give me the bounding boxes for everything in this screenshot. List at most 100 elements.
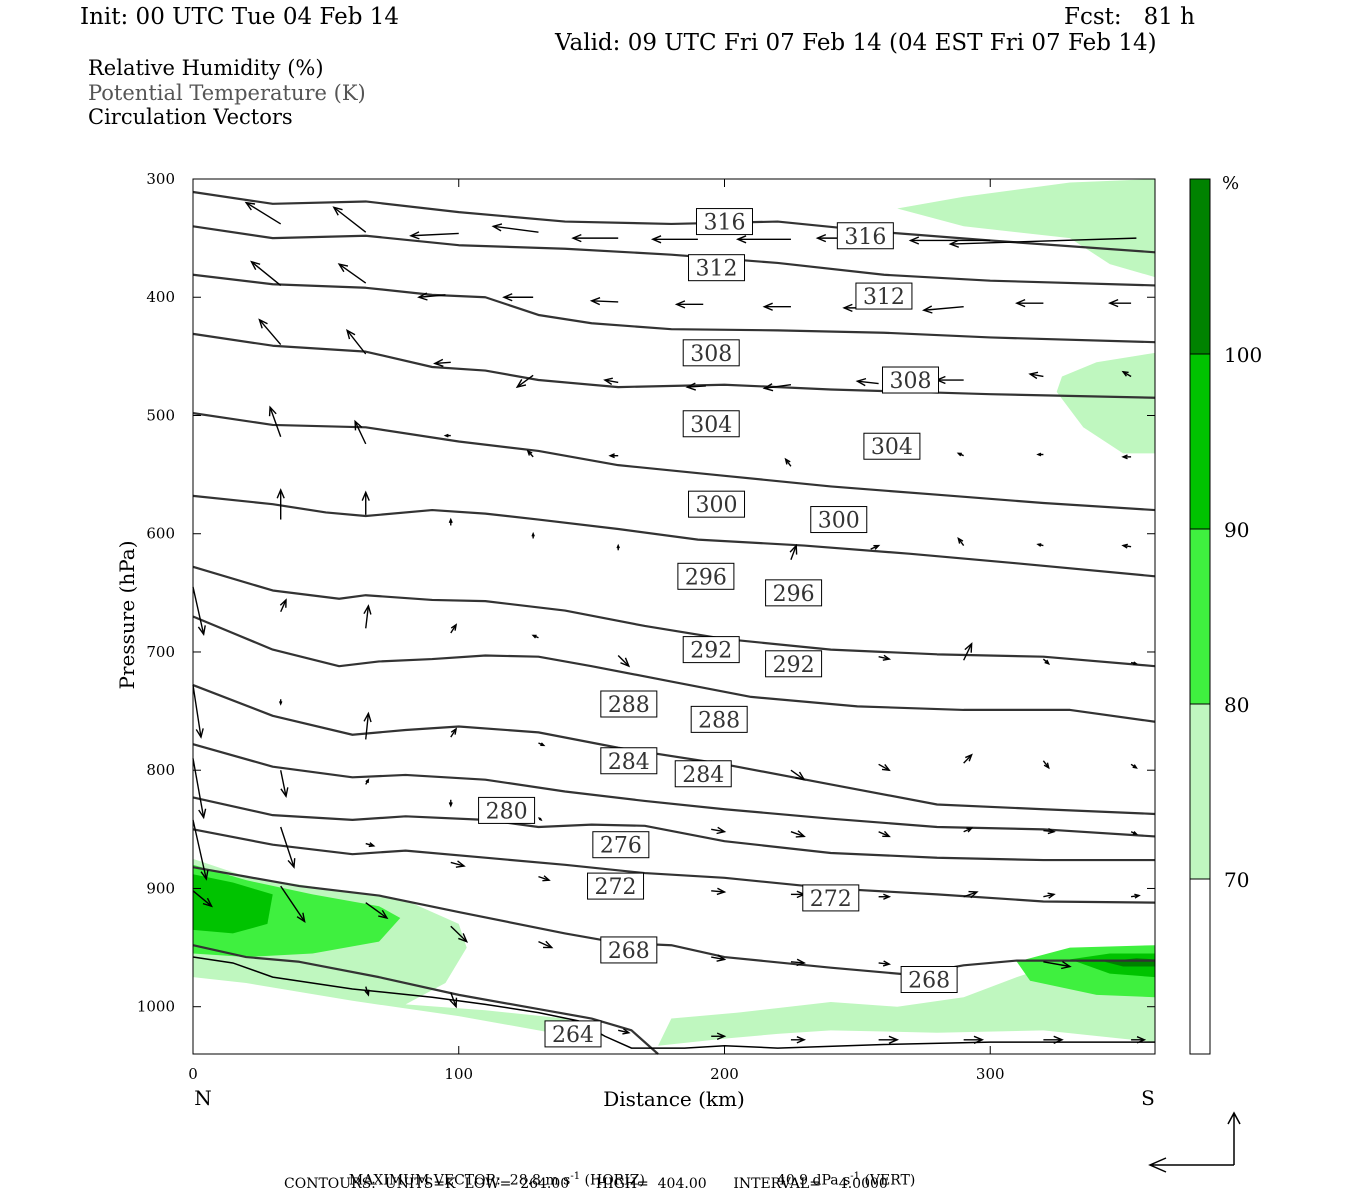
vector-arrowhead-icon [526, 449, 533, 456]
vector-arrowhead-icon [363, 711, 372, 723]
vector-arrowhead-icon [354, 419, 363, 431]
legend-potential-temperature: Potential Temperature (K) [88, 81, 366, 105]
contour-label-box [690, 705, 748, 733]
contour-label-box [600, 936, 658, 964]
vector-arrowhead-icon [965, 753, 973, 762]
vector-arrowhead-icon [278, 701, 283, 706]
theta-contour-layer [192, 190, 1156, 1055]
vector-shaft [963, 754, 973, 764]
vector-arrowhead-icon [716, 1032, 727, 1041]
vector-arrowhead-icon [966, 827, 974, 833]
vector-arrowhead-icon [458, 933, 469, 943]
horiz-exponent: -1 [570, 1171, 581, 1182]
contour-label-box [587, 872, 645, 900]
contour-label-284: 284 [682, 763, 724, 788]
contour-label-box [810, 506, 868, 534]
plot-frame [192, 178, 1156, 1055]
contour-label-box [802, 884, 860, 912]
vector-arrowhead-icon [789, 543, 798, 555]
vector-arrowhead-icon [968, 890, 979, 899]
vector-shaft [410, 232, 459, 237]
vert-suffix: (VERT) [860, 1172, 916, 1189]
vector-shaft [493, 225, 539, 233]
vector-arrowhead-icon [450, 623, 458, 631]
vector-shaft [604, 379, 619, 384]
contour-label-box [682, 636, 740, 664]
contour-label-304: 304 [871, 435, 913, 460]
vector-arrowhead-icon [881, 764, 891, 772]
contour-label-316: 316 [844, 225, 886, 250]
contour-label-box [592, 831, 650, 859]
contour-label-264: 264 [552, 1023, 594, 1048]
vector-arrowhead-icon [650, 235, 662, 244]
vector-arrowhead-icon [589, 297, 601, 306]
vector-shaft [857, 380, 879, 385]
vector-shaft [617, 655, 630, 667]
vector-arrowhead-icon [608, 453, 615, 459]
vector-shaft [711, 828, 725, 833]
vector-shaft [878, 656, 890, 660]
reference-vector-icon [1148, 1111, 1241, 1173]
vector-arrowhead-icon [491, 223, 503, 232]
contour-info-line: CONTOURS: UNITS=K LOW= 264.00 HIGH= 404.… [284, 1176, 888, 1192]
y-tick-label: 300 [146, 170, 175, 188]
vector-shaft [1043, 961, 1071, 968]
legend-circulation-vectors: Circulation Vectors [88, 105, 293, 129]
vector-shaft [618, 1029, 629, 1034]
vector-shaft [338, 263, 367, 284]
vector-arrowhead-icon [716, 954, 727, 962]
vector-shaft [192, 890, 213, 907]
theta-contour-308 [192, 273, 1156, 344]
vector-arrowhead-icon [855, 377, 867, 387]
vector-shaft [333, 206, 367, 233]
vector-arrowhead-icon [882, 830, 891, 838]
vector-arrowhead-icon [964, 642, 973, 653]
y-axis-title: Pressure (hPa) [115, 541, 139, 690]
vector-arrowhead-icon [515, 378, 527, 389]
contour-label-292: 292 [690, 639, 732, 664]
x-axis-title: Distance (km) [603, 1087, 745, 1111]
theta-contour-288 [192, 615, 1156, 723]
contour-label-296: 296 [685, 565, 727, 590]
contour-label-288: 288 [698, 708, 740, 733]
vector-arrowhead-icon [409, 231, 420, 240]
vector-arrowhead-icon [197, 625, 206, 636]
y-tick-label: 1000 [137, 998, 175, 1016]
vector-arrowhead-icon [973, 1035, 985, 1044]
vector-arrowhead-icon [449, 997, 458, 1009]
theta-contour-280 [192, 743, 1156, 838]
vector-arrowhead-icon [280, 787, 289, 798]
vector-shaft [192, 819, 207, 880]
colorbar-segment [1190, 704, 1210, 879]
contour-label-box [682, 410, 740, 438]
contour-label-292: 292 [773, 653, 815, 678]
vector-arrowhead-icon [620, 657, 631, 668]
vector-arrowhead-icon [198, 808, 207, 820]
vector-shaft [687, 385, 706, 388]
vector-shaft [280, 770, 287, 797]
vector-arrowhead-icon [417, 292, 428, 301]
vector-arrowhead-icon [244, 201, 256, 211]
valid-time: Valid: 09 UTC Fri 07 Feb 14 (04 EST Fri … [555, 30, 1157, 56]
vector-arrowhead-icon [784, 457, 791, 465]
vector-arrowhead-icon [364, 989, 370, 997]
vector-arrowhead-icon [1121, 543, 1128, 549]
vector-shaft [516, 374, 534, 388]
vector-arrowhead-icon [1036, 452, 1042, 457]
contour-label-layer: 316 316 312 312 308 308 304 304 300 300 296 296 292 2… [478, 208, 958, 1048]
rh-area-70 [1056, 352, 1155, 454]
vector-arrowhead-icon [603, 377, 613, 386]
contour-label-box [677, 562, 735, 590]
contour-label-272: 272 [595, 875, 637, 900]
vector-arrowhead-icon [195, 728, 204, 739]
vector-shaft [963, 891, 978, 898]
contour-label-box [478, 796, 536, 824]
vector-arrowhead-icon [200, 870, 209, 881]
contour-label-box [765, 579, 823, 607]
vector-shaft [354, 421, 367, 445]
colorbar-label: 70 [1224, 868, 1249, 892]
vector-shaft [450, 925, 468, 943]
vector-shaft [790, 769, 805, 781]
vector-shaft [192, 586, 205, 635]
legend-relative-humidity: Relative Humidity (%) [88, 56, 324, 80]
